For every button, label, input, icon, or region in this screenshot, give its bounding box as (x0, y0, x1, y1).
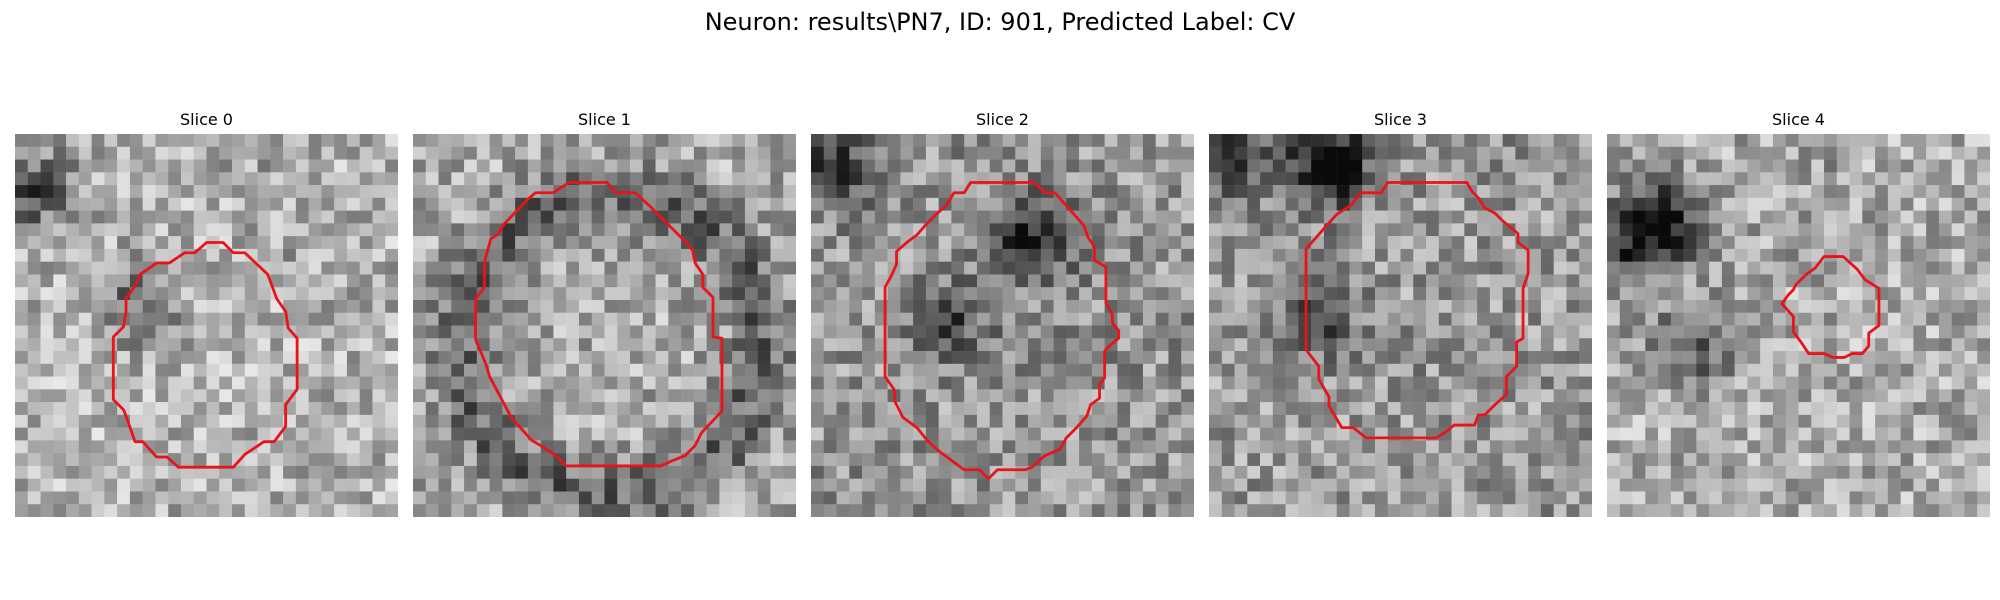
slice-image (1209, 134, 1592, 517)
slice-title: Slice 4 (1772, 110, 1825, 129)
segmentation-contour (474, 181, 724, 468)
slice-title: Slice 0 (180, 110, 233, 129)
slice-image (811, 134, 1194, 517)
segmentation-contour (1780, 255, 1881, 359)
slice-image (15, 134, 398, 517)
segmentation-contour (1304, 181, 1530, 440)
segmentation-contour (111, 241, 299, 469)
slice-title: Slice 3 (1374, 110, 1427, 129)
slice-title: Slice 1 (578, 110, 631, 129)
slice-panel-2: Slice 2 (811, 108, 1194, 518)
segmentation-contour (883, 181, 1121, 481)
slice-image (1607, 134, 1990, 517)
figure-title: Neuron: results\PN7, ID: 901, Predicted … (704, 8, 1296, 36)
slice-panel-1: Slice 1 (413, 108, 796, 518)
slice-panel-3: Slice 3 (1209, 108, 1592, 518)
slice-panel-0: Slice 0 (15, 108, 398, 518)
slice-panel-4: Slice 4 (1607, 108, 1990, 518)
slice-image (413, 134, 796, 517)
slice-title: Slice 2 (976, 110, 1029, 129)
